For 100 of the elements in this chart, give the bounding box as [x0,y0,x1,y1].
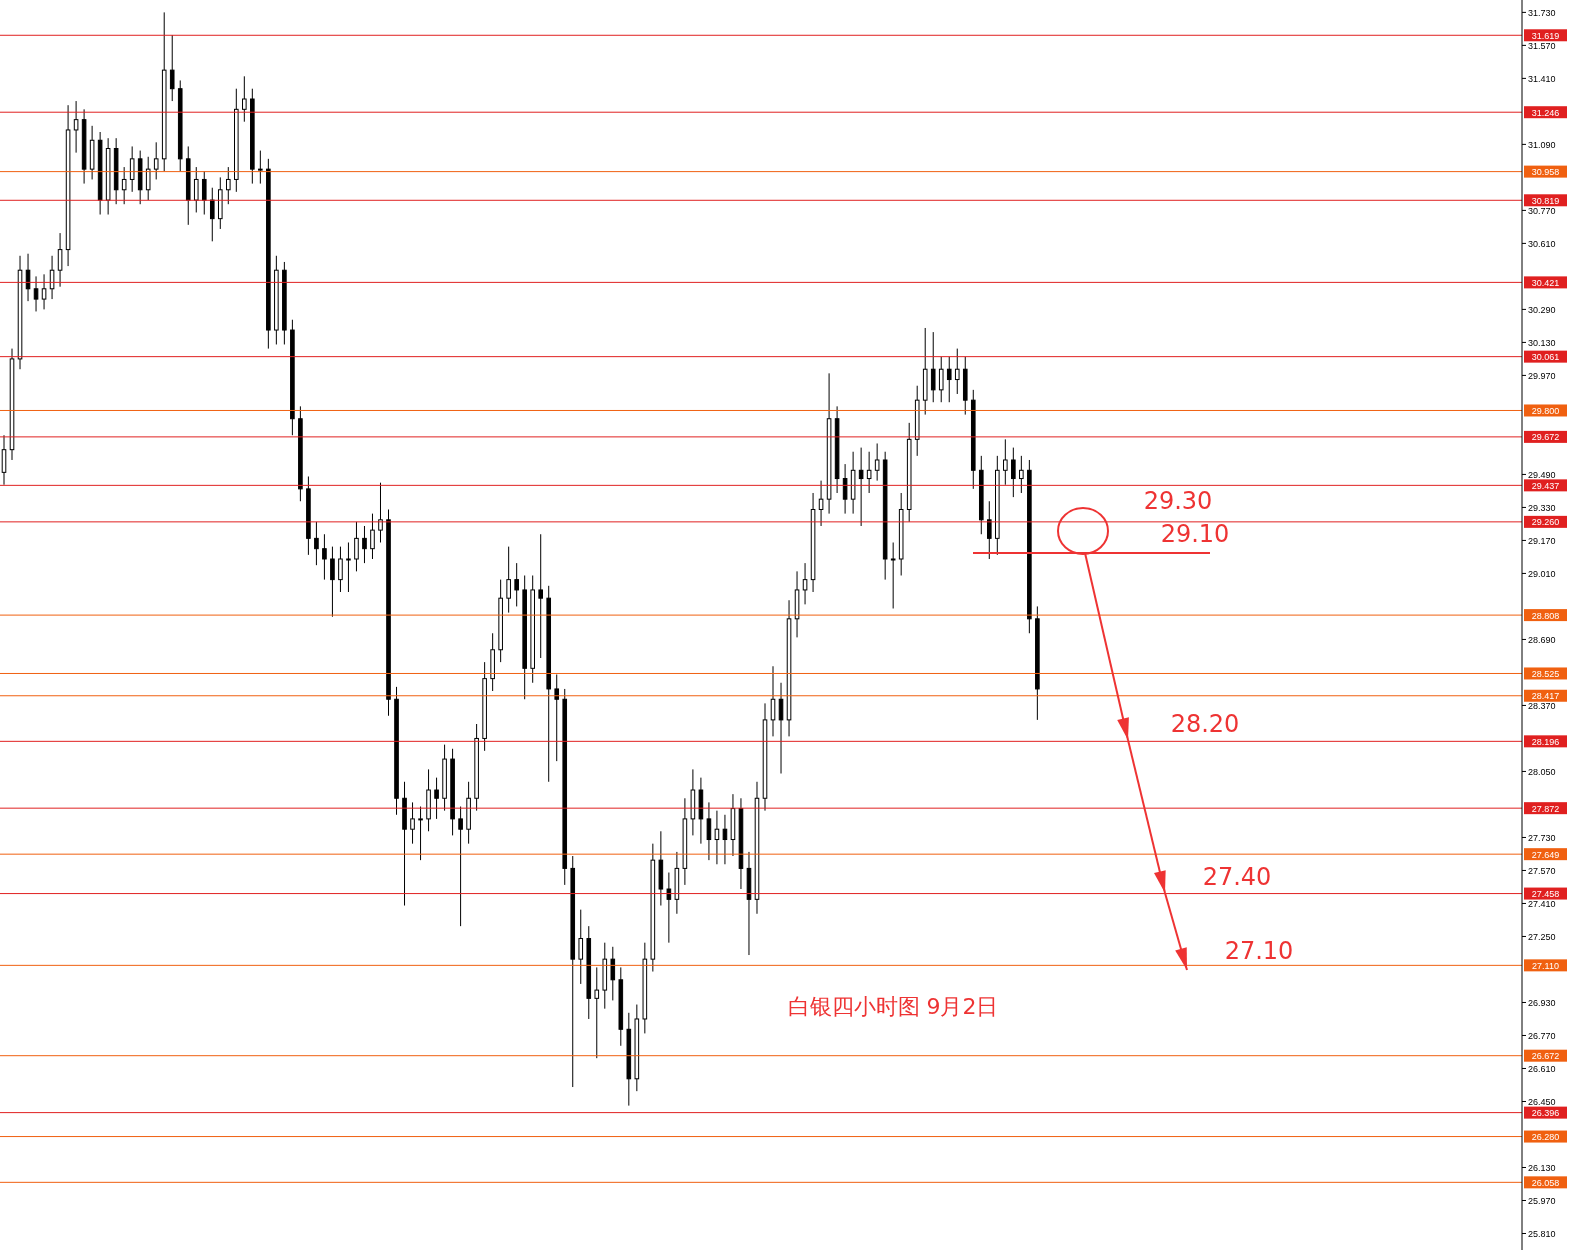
candlestick [1011,447,1016,498]
candlestick [930,331,936,403]
candlestick [802,562,808,605]
candlestick [770,665,776,737]
candlestick [73,100,79,154]
candlestick [1019,455,1024,494]
candlestick [378,482,383,543]
annotation: 27.10 [1224,937,1294,965]
ref-line-label: 30.958 [1531,167,1560,178]
candlestick [778,682,784,775]
candlestick [121,166,127,205]
y-tick-label: 27.250 [1528,931,1556,942]
annotation: 28.20 [1170,710,1240,738]
candlestick [818,480,824,527]
candlestick [410,801,415,845]
candlestick [1003,438,1008,486]
annotation: 29.10 [1160,520,1230,548]
ref-line-label: 27.649 [1531,849,1560,860]
ref-line-label: 28.525 [1531,668,1560,679]
y-tick-label: 27.570 [1528,865,1556,876]
candlestick [346,541,351,593]
y-tick-label: 31.570 [1528,40,1556,51]
candlestick [987,500,992,560]
candlestick [714,810,720,865]
ref-line-label: 30.421 [1531,277,1560,288]
candlestick [842,463,848,515]
y-tick-label: 25.810 [1528,1228,1556,1239]
y-tick-label: 26.610 [1528,1063,1556,1074]
candlestick [314,521,319,566]
y-tick-label: 31.730 [1528,7,1556,18]
ref-line-label: 27.872 [1531,803,1560,814]
candlestick [322,533,327,581]
annotation: 27.40 [1202,863,1272,891]
candlestick [362,525,367,564]
y-tick-label: 28.690 [1528,634,1556,645]
candlestick [242,75,247,123]
candlestick [418,806,423,861]
candlestick [129,145,135,193]
candlestick [338,546,343,593]
candlestick [514,562,519,607]
y-tick-label: 29.170 [1528,535,1556,546]
candlestick [890,541,896,609]
y-tick-label: 31.410 [1528,73,1556,84]
ref-line-label: 29.260 [1531,517,1560,528]
candlestick [506,546,511,614]
ref-line-label: 26.058 [1531,1177,1560,1188]
ref-line-label: 26.280 [1531,1132,1560,1143]
candlestick [706,801,712,861]
y-tick-label: 28.370 [1528,700,1556,711]
ref-line-label: 28.196 [1531,736,1560,747]
y-tick-label: 25.970 [1528,1195,1556,1206]
y-tick-label: 29.330 [1528,502,1556,513]
candlestick [610,946,616,1001]
candlestick [169,34,175,102]
ref-line-label: 31.246 [1531,107,1560,118]
y-tick-label: 31.090 [1528,139,1556,150]
candlestick [858,447,864,527]
y-tick-label: 30.130 [1528,337,1556,348]
ref-line-label: 30.819 [1531,195,1560,206]
ref-line-label: 30.061 [1531,352,1560,363]
candlestick [722,814,728,865]
ref-line-label: 31.619 [1531,30,1560,41]
candlestick [41,273,47,310]
candlestick [209,187,215,242]
y-tick-label: 29.970 [1528,370,1556,381]
ref-line-label: 28.417 [1531,691,1560,702]
y-tick-label: 28.050 [1528,766,1556,777]
candlestick [201,170,207,216]
candlestick [57,232,63,288]
candlestick [594,966,600,1059]
candlestick [458,806,463,927]
ref-line-label: 27.458 [1531,889,1560,900]
candlestick [554,674,560,762]
y-tick-label: 26.450 [1528,1096,1556,1107]
candlestick [538,533,544,659]
ref-line-label: 29.437 [1531,480,1560,491]
candlestick [666,872,672,944]
candlestick [578,909,584,985]
y-tick-label: 29.490 [1528,469,1556,480]
y-tick-label: 26.130 [1528,1162,1556,1173]
candlestick [938,356,944,403]
candlestick [874,442,880,482]
ref-line-label: 28.808 [1531,610,1560,621]
annotation: 29.30 [1143,487,1213,515]
candlestick [434,777,439,820]
y-tick-label: 26.930 [1528,997,1556,1008]
y-tick-label: 27.730 [1528,832,1556,843]
ref-line-label: 27.110 [1532,960,1559,971]
y-tick-label: 30.610 [1528,238,1556,249]
candlestick [330,546,335,618]
ref-line-label: 26.672 [1531,1051,1560,1062]
candlestick [193,166,199,213]
candlestick [866,451,872,494]
candlestick [49,255,55,300]
candlestick [954,348,960,395]
candlestick [145,156,151,201]
y-tick-label: 26.770 [1528,1030,1556,1041]
annotation: 白银四小时图 9月2日 [787,994,999,1019]
candlestick [370,513,375,560]
y-tick-label: 27.410 [1528,898,1556,909]
